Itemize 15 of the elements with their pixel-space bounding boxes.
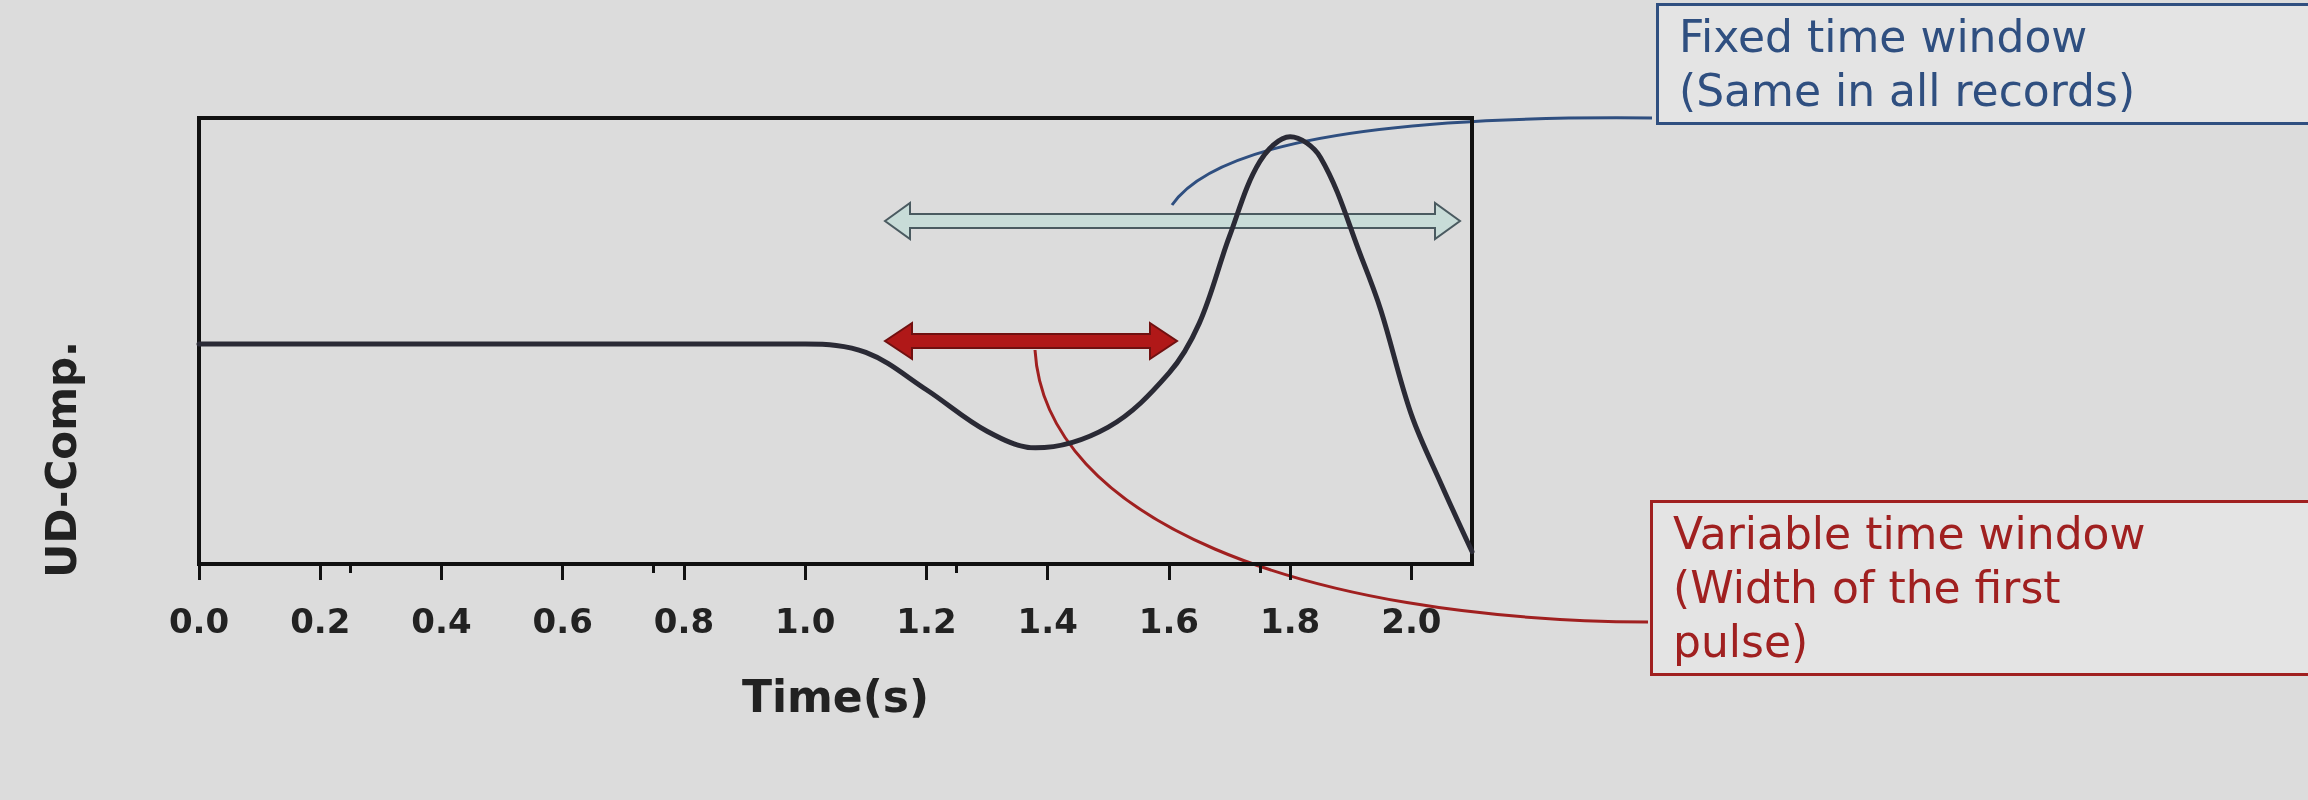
x-tick-label: 0.8	[653, 601, 715, 641]
x-tick-label: 0.6	[532, 601, 593, 641]
y-axis-title: UD-Comp.	[36, 341, 86, 578]
x-tick-label: 1.4	[1017, 601, 1078, 641]
text: Variable time window (Width of the first pulse)	[1650, 500, 2308, 676]
x-tick-label: 1.0	[775, 601, 836, 641]
x-axis-title: Time(s)	[741, 670, 930, 722]
x-tick-label: 1.8	[1260, 601, 1321, 641]
text: Fixed time window (Same in all records)	[1656, 3, 2308, 125]
x-tick-label: 0.2	[290, 601, 351, 641]
x-tick-label: 1.2	[896, 601, 957, 641]
x-tick-label: 2.0	[1381, 601, 1442, 641]
x-tick-label: 0.0	[168, 601, 230, 641]
x-tick-label: 1.6	[1138, 601, 1200, 641]
x-tick-label: 0.4	[411, 601, 472, 641]
